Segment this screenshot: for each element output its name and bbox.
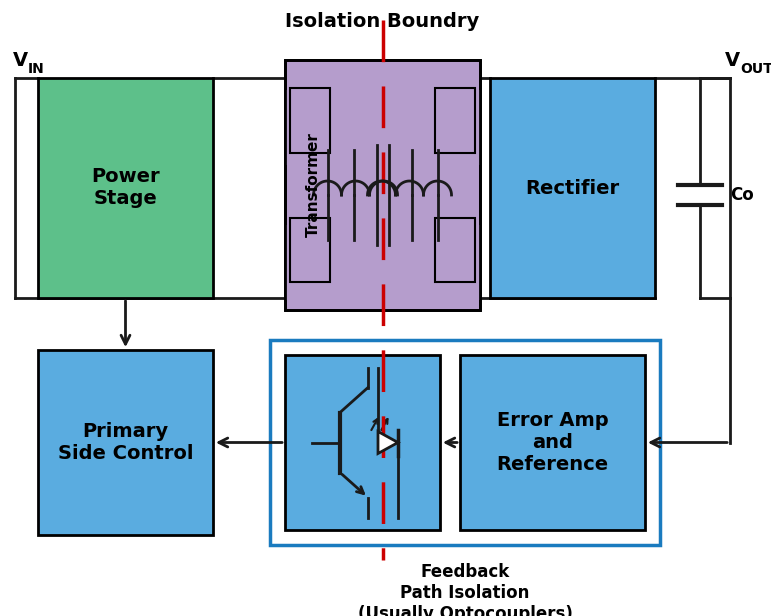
Bar (285, 90, 330, 165)
Text: Isolation Boundry: Isolation Boundry (285, 12, 480, 31)
Text: Co: Co (730, 186, 754, 204)
Bar (270, 340, 660, 545)
Bar (38, 78, 213, 298)
Bar (285, 60, 480, 310)
Text: Error Amp
and
Reference: Error Amp and Reference (497, 411, 608, 474)
Text: Feedback
Path Isolation
(Usually Optocouplers): Feedback Path Isolation (Usually Optocou… (358, 563, 572, 616)
Bar (38, 350, 213, 535)
Bar (435, 217, 475, 282)
Text: OUT: OUT (740, 62, 771, 76)
Text: Power
Stage: Power Stage (91, 168, 160, 208)
Text: V: V (725, 51, 740, 70)
Text: V: V (13, 51, 28, 70)
Bar (435, 90, 480, 165)
Polygon shape (378, 431, 398, 453)
Text: Transformer: Transformer (305, 132, 321, 237)
Bar (290, 217, 330, 282)
Text: Primary
Side Control: Primary Side Control (58, 422, 194, 463)
Text: Rectifier: Rectifier (526, 179, 620, 198)
Bar (290, 88, 330, 153)
Bar (285, 225, 330, 300)
Bar (490, 78, 655, 298)
Text: IN: IN (28, 62, 45, 76)
Bar (460, 355, 645, 530)
Bar (435, 88, 475, 153)
Bar (285, 355, 440, 530)
Bar (285, 60, 480, 310)
Bar (435, 225, 480, 300)
